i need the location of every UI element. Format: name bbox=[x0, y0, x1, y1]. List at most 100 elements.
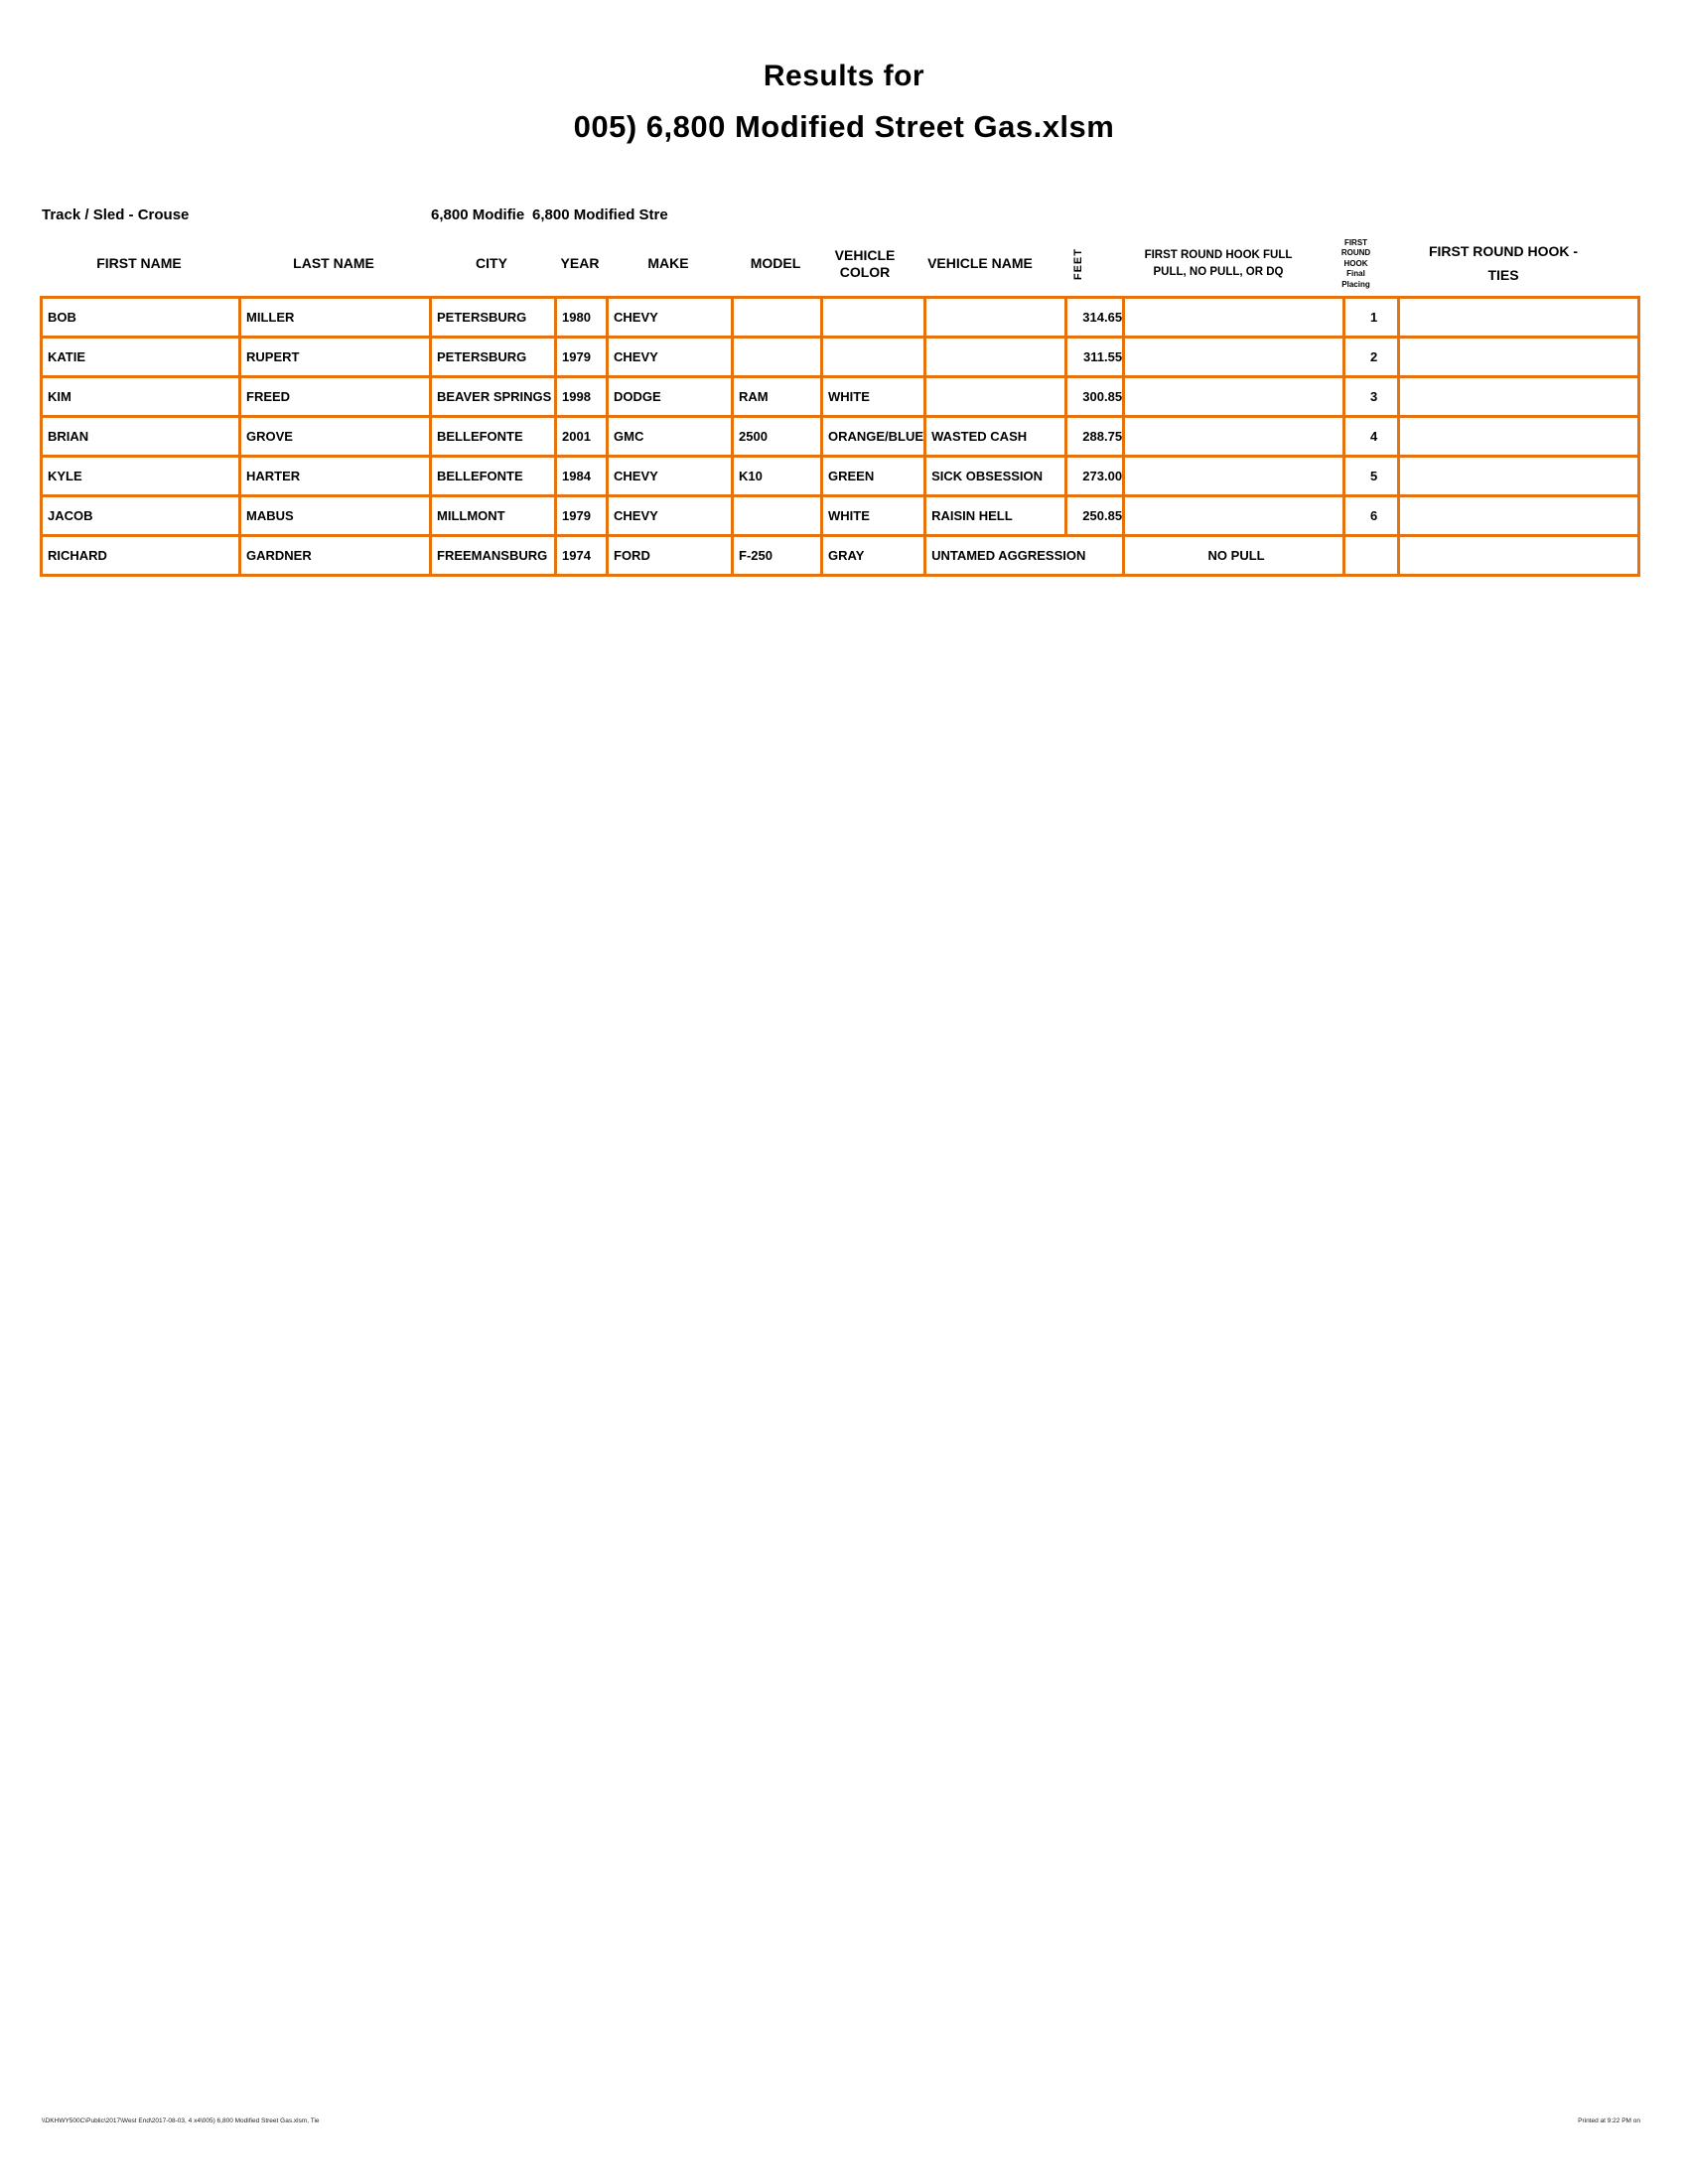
table-cell: CHEVY bbox=[606, 494, 734, 537]
table-cell bbox=[819, 296, 927, 339]
footer-file-path: \\DKHWY500C\Public\2017\West End\2017-08… bbox=[42, 2117, 320, 2124]
table-cell: FORD bbox=[606, 534, 734, 577]
table-cell: GMC bbox=[606, 415, 734, 458]
table-cell: 273.00 bbox=[1064, 455, 1126, 497]
table-cell: BEAVER SPRINGS bbox=[429, 375, 557, 418]
class-name-cell: 6,800 Modified Stre bbox=[532, 206, 668, 223]
table-cell: HARTER bbox=[238, 455, 432, 497]
table-cell: 1 bbox=[1342, 296, 1401, 339]
column-header-city: CITY bbox=[476, 255, 507, 272]
report-title-line1: Results for bbox=[763, 60, 925, 92]
table-cell: WHITE bbox=[819, 375, 927, 418]
class-name-cell-truncated: 6,800 Modifie bbox=[431, 206, 525, 223]
table-cell bbox=[1397, 534, 1641, 577]
column-header-year: YEAR bbox=[560, 255, 600, 272]
table-cell bbox=[1397, 415, 1641, 458]
table-cell: ORANGE/BLUE bbox=[819, 415, 927, 458]
table-cell: 1979 bbox=[554, 494, 609, 537]
table-row: BRIAN GROVE BELLEFONTE 2001 GMC 2500 ORA… bbox=[40, 415, 1641, 458]
table-cell: 250.85 bbox=[1064, 494, 1126, 537]
column-header-make: MAKE bbox=[647, 255, 689, 272]
table-cell: KATIE bbox=[40, 336, 241, 378]
table-cell: BOB bbox=[40, 296, 241, 339]
table-cell: 300.85 bbox=[1064, 375, 1126, 418]
table-cell: 1984 bbox=[554, 455, 609, 497]
report-title-line2: 005) 6,800 Modified Street Gas.xlsm bbox=[573, 109, 1115, 144]
table-cell: 288.75 bbox=[1064, 415, 1126, 458]
table-row: BOB MILLER PETERSBURG 1980 CHEVY 314.65 … bbox=[40, 296, 1641, 339]
column-header-first-round-hook-placing: FIRST ROUND HOOK Final Placing bbox=[1340, 238, 1371, 289]
table-cell bbox=[1122, 415, 1346, 458]
table-cell bbox=[1342, 534, 1401, 577]
table-cell: PETERSBURG bbox=[429, 336, 557, 378]
table-cell: 2001 bbox=[554, 415, 609, 458]
column-header-model: MODEL bbox=[750, 255, 801, 272]
table-cell: WASTED CASH bbox=[923, 415, 1068, 458]
table-cell: 3 bbox=[1342, 375, 1401, 418]
table-cell bbox=[1397, 296, 1641, 339]
table-cell: GRAY bbox=[819, 534, 927, 577]
table-cell bbox=[1397, 455, 1641, 497]
table-cell: F-250 bbox=[731, 534, 823, 577]
results-table: BOB MILLER PETERSBURG 1980 CHEVY 314.65 … bbox=[40, 296, 1641, 577]
table-cell: BELLEFONTE bbox=[429, 415, 557, 458]
table-cell: PETERSBURG bbox=[429, 296, 557, 339]
table-cell bbox=[1397, 375, 1641, 418]
table-cell: 5 bbox=[1342, 455, 1401, 497]
table-cell bbox=[731, 296, 823, 339]
table-cell: 1980 bbox=[554, 296, 609, 339]
table-cell: UNTAMED AGGRESSION bbox=[923, 534, 1126, 577]
table-cell bbox=[731, 336, 823, 378]
column-header-vehicle-color: VEHICLE COLOR bbox=[834, 246, 896, 281]
table-cell: JACOB bbox=[40, 494, 241, 537]
table-cell: 2500 bbox=[731, 415, 823, 458]
table-cell: DODGE bbox=[606, 375, 734, 418]
table-row: KIM FREED BEAVER SPRINGS 1998 DODGE RAM … bbox=[40, 375, 1641, 418]
table-row: JACOB MABUS MILLMONT 1979 CHEVY WHITE RA… bbox=[40, 494, 1641, 537]
table-cell: GROVE bbox=[238, 415, 432, 458]
table-cell bbox=[731, 494, 823, 537]
table-cell: BRIAN bbox=[40, 415, 241, 458]
table-cell: SICK OBSESSION bbox=[923, 455, 1068, 497]
table-cell: BELLEFONTE bbox=[429, 455, 557, 497]
table-cell: KIM bbox=[40, 375, 241, 418]
table-cell: GREEN bbox=[819, 455, 927, 497]
column-header-first-name: FIRST NAME bbox=[96, 255, 182, 272]
table-cell: KYLE bbox=[40, 455, 241, 497]
table-cell: RICHARD bbox=[40, 534, 241, 577]
table-cell bbox=[1122, 455, 1346, 497]
table-cell: 1998 bbox=[554, 375, 609, 418]
table-cell: FREED bbox=[238, 375, 432, 418]
table-cell: K10 bbox=[731, 455, 823, 497]
table-cell: WHITE bbox=[819, 494, 927, 537]
table-cell bbox=[923, 375, 1068, 418]
table-cell: 1979 bbox=[554, 336, 609, 378]
table-cell: MILLMONT bbox=[429, 494, 557, 537]
table-cell bbox=[1122, 375, 1346, 418]
table-cell: 314.65 bbox=[1064, 296, 1126, 339]
table-cell: 311.55 bbox=[1064, 336, 1126, 378]
column-header-first-round-hook-result: FIRST ROUND HOOK FULL PULL, NO PULL, OR … bbox=[1144, 249, 1293, 278]
table-cell: FREEMANSBURG bbox=[429, 534, 557, 577]
report-title: Results for 005) 6,800 Modified Street G… bbox=[0, 60, 1688, 145]
table-cell: GARDNER bbox=[238, 534, 432, 577]
table-cell bbox=[1122, 296, 1346, 339]
table-cell: NO PULL bbox=[1122, 534, 1346, 577]
table-cell bbox=[1397, 336, 1641, 378]
column-header-last-name: LAST NAME bbox=[293, 255, 374, 272]
table-cell bbox=[1122, 494, 1346, 537]
table-row: KATIE RUPERT PETERSBURG 1979 CHEVY 311.5… bbox=[40, 336, 1641, 378]
track-sled-label: Track / Sled - Crouse bbox=[42, 206, 190, 223]
table-row: KYLE HARTER BELLEFONTE 1984 CHEVY K10 GR… bbox=[40, 455, 1641, 497]
table-cell: MABUS bbox=[238, 494, 432, 537]
column-header-first-round-hook-ties: FIRST ROUND HOOK - TIES bbox=[1428, 243, 1579, 283]
table-cell: CHEVY bbox=[606, 336, 734, 378]
table-cell: RUPERT bbox=[238, 336, 432, 378]
table-cell: CHEVY bbox=[606, 296, 734, 339]
column-header-feet: FEET bbox=[1072, 247, 1085, 281]
table-cell bbox=[923, 296, 1068, 339]
column-header-vehicle-name: VEHICLE NAME bbox=[927, 255, 1033, 272]
table-cell: RAISIN HELL bbox=[923, 494, 1068, 537]
table-cell: 2 bbox=[1342, 336, 1401, 378]
table-cell bbox=[819, 336, 927, 378]
